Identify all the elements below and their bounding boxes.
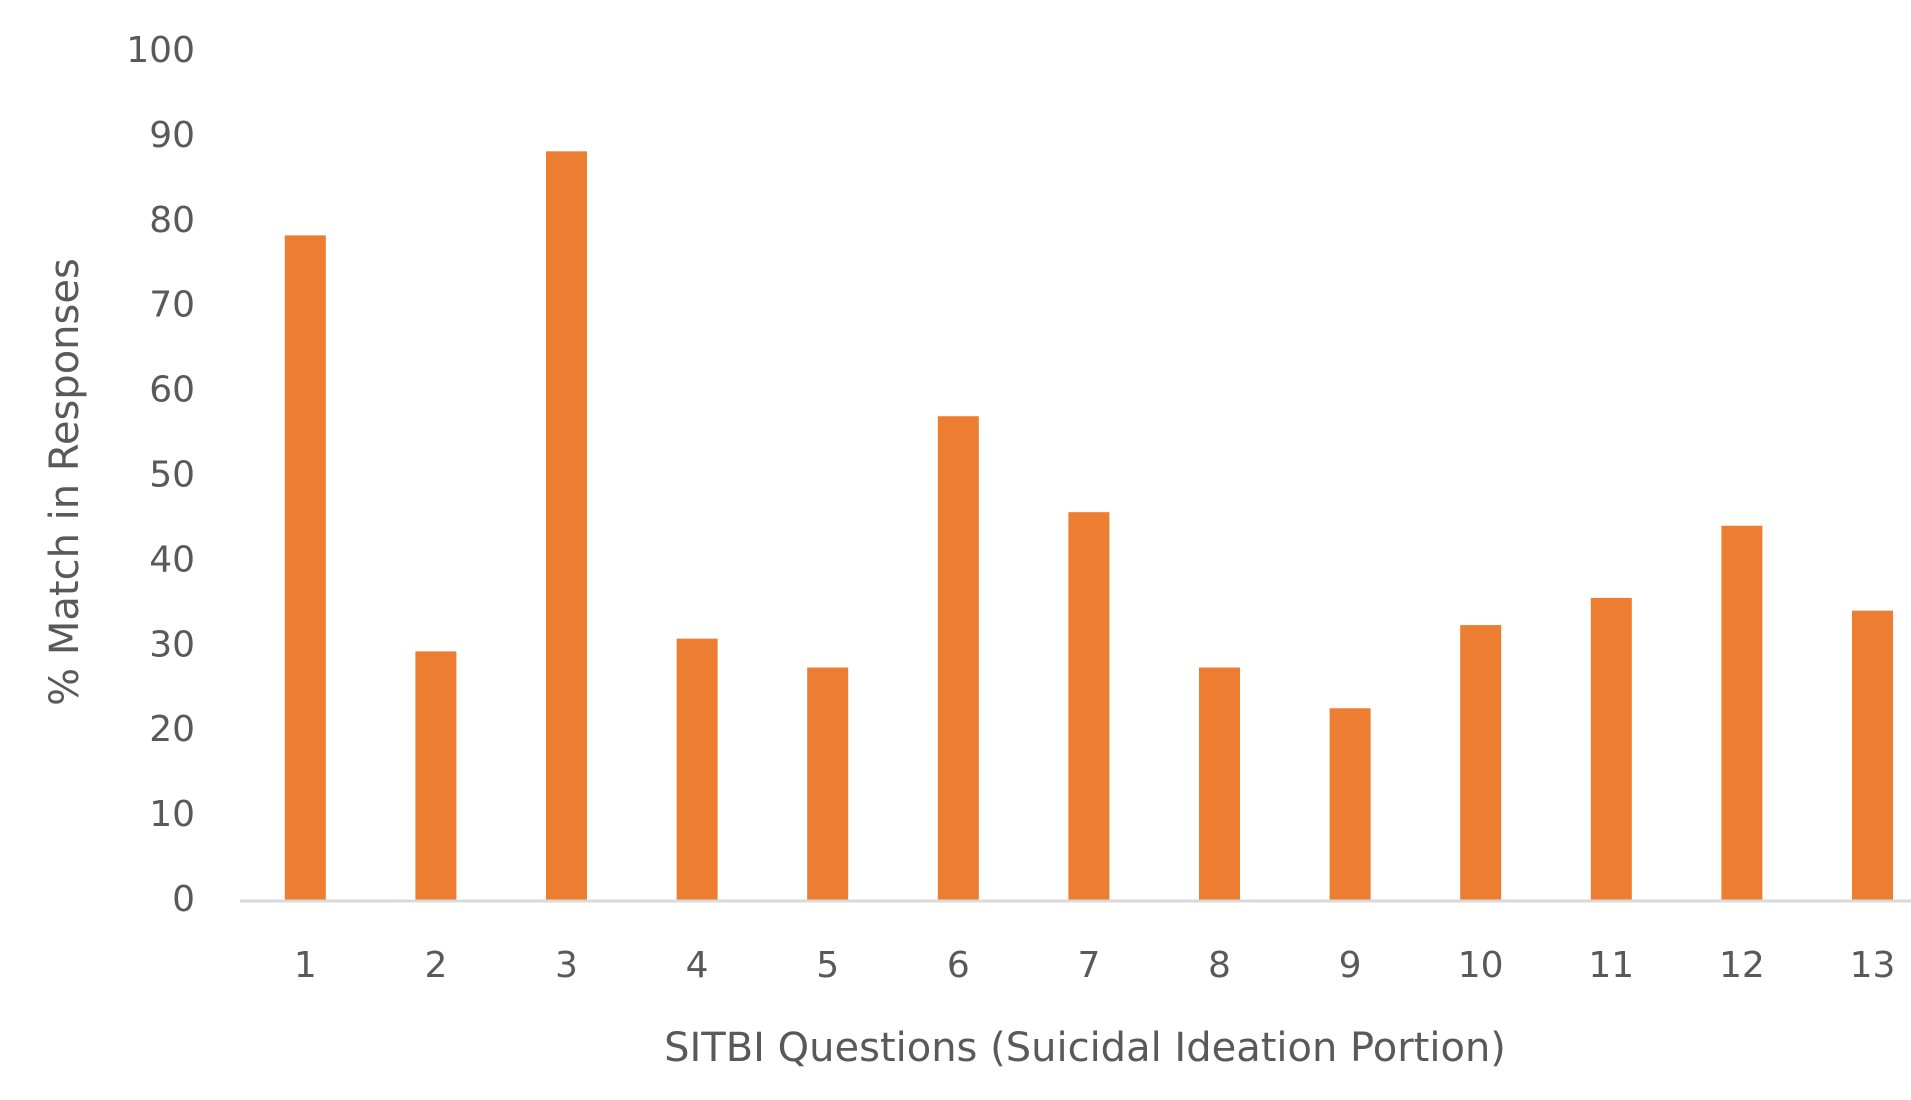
y-tick-label: 0 xyxy=(172,879,195,920)
bar xyxy=(546,151,587,901)
x-tick-label: 7 xyxy=(1077,945,1100,986)
bar xyxy=(284,235,326,901)
x-tick-label: 13 xyxy=(1850,945,1896,986)
x-tick-label: 1 xyxy=(294,945,317,986)
bar xyxy=(1199,667,1240,901)
y-tick-label: 100 xyxy=(126,30,195,71)
bar xyxy=(1721,525,1763,901)
y-tick-label: 60 xyxy=(149,370,195,411)
x-tick-label: 5 xyxy=(816,945,839,986)
y-tick-label: 10 xyxy=(149,794,195,835)
x-tick-label: 2 xyxy=(424,945,447,986)
y-axis-title: % Match in Responses xyxy=(42,258,88,706)
bar xyxy=(415,651,457,901)
y-tick-label: 30 xyxy=(149,624,195,665)
y-tick-label: 90 xyxy=(149,115,195,156)
y-tick-label: 80 xyxy=(149,200,195,241)
bar xyxy=(937,416,979,901)
bar xyxy=(807,667,849,901)
bar xyxy=(1068,512,1110,901)
x-tick-label: 11 xyxy=(1588,945,1634,986)
bar xyxy=(676,638,718,901)
x-tick-label: 6 xyxy=(947,945,970,986)
x-axis-title: SITBI Questions (Suicidal Ideation Porti… xyxy=(664,1025,1506,1071)
x-tick-label: 9 xyxy=(1339,945,1362,986)
bar xyxy=(1852,610,1893,901)
x-tick-label: 3 xyxy=(555,945,578,986)
bar xyxy=(1329,708,1371,901)
x-tick-label: 8 xyxy=(1208,945,1231,986)
x-tick-label: 12 xyxy=(1719,945,1765,986)
x-tick-label: 10 xyxy=(1458,945,1504,986)
bar xyxy=(1590,597,1632,901)
y-tick-label: 70 xyxy=(149,285,195,326)
x-tick-label: 4 xyxy=(686,945,709,986)
bar xyxy=(1460,625,1502,901)
y-tick-label: 20 xyxy=(149,709,195,750)
y-tick-label: 40 xyxy=(149,539,195,580)
y-tick-label: 50 xyxy=(149,455,195,496)
